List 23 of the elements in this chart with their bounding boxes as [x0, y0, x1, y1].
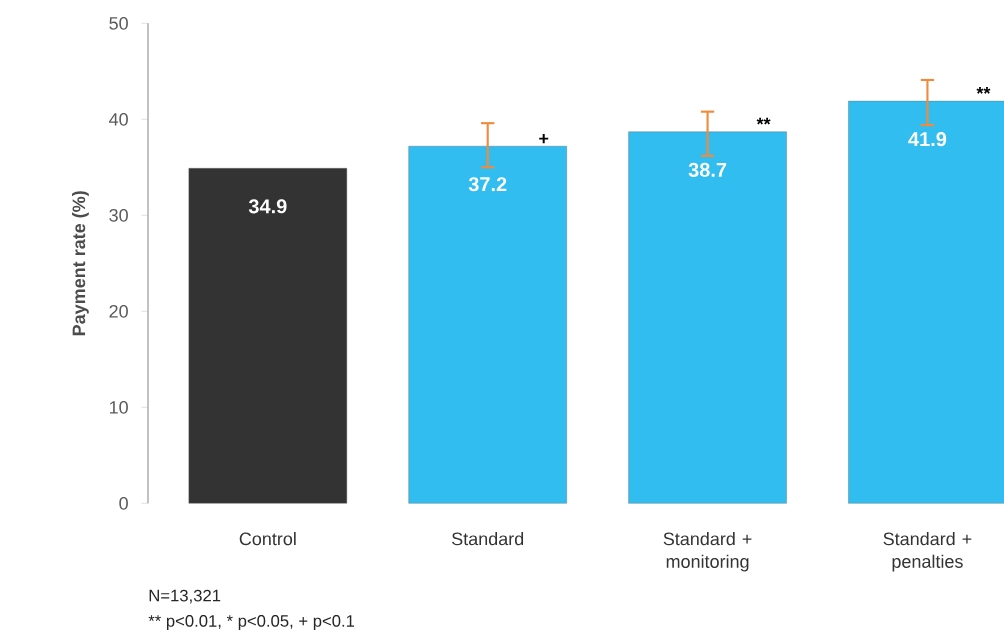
bar: [188, 167, 348, 504]
y-tick-label: 40: [109, 112, 128, 126]
data-label: 34.9: [248, 199, 287, 214]
y-tick-label: 50: [109, 16, 128, 30]
y-tick-label: 10: [109, 400, 128, 414]
text: ** p<0.01, * p<0.05, + p<0.1: [148, 614, 355, 630]
data-label: 37.2: [468, 176, 507, 192]
text: N=13,321: [149, 589, 221, 604]
annotation: +: [539, 133, 549, 144]
x-tick-label: Standard: [451, 531, 524, 546]
data-label: 41.9: [908, 131, 947, 147]
annotation: **: [756, 117, 771, 125]
y-tick-label: 20: [109, 304, 128, 318]
y-tick-label: 30: [109, 208, 128, 222]
data-label: 38.7: [688, 162, 727, 177]
y-tick-label: 0: [119, 496, 128, 510]
x-tick-label: Standard + penalties: [883, 531, 972, 572]
x-tick-label: Control: [239, 531, 296, 546]
bar: [628, 131, 787, 504]
bar: [408, 145, 567, 504]
y-axis-title: Payment rate (%): [72, 191, 89, 335]
x-tick-label: Standard + monitoring: [663, 531, 752, 572]
annotation: **: [976, 86, 991, 94]
